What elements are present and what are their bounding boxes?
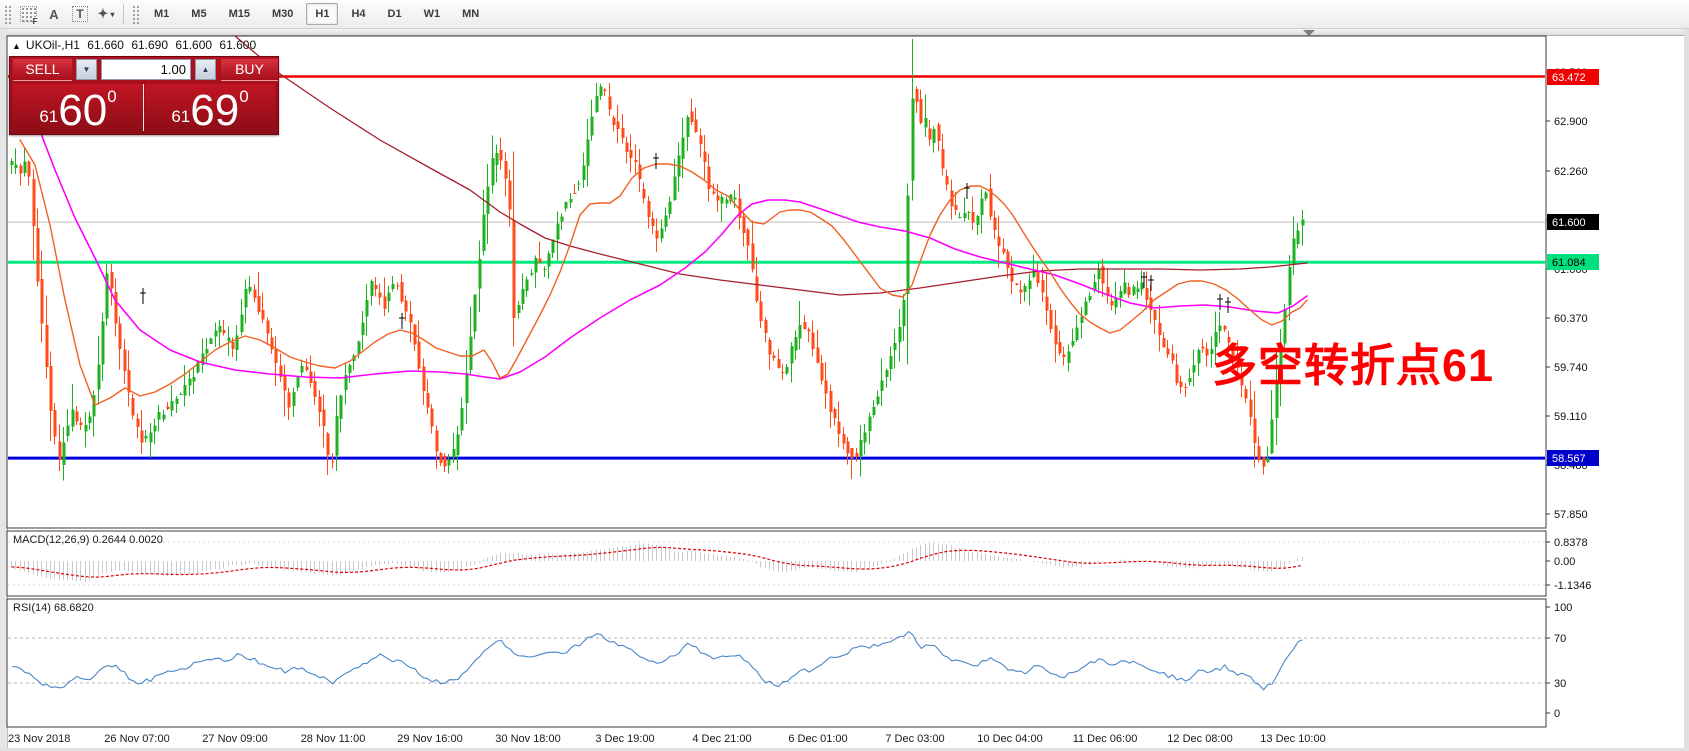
svg-text:61.084: 61.084	[1552, 257, 1586, 269]
svg-text:62.900: 62.900	[1554, 116, 1588, 128]
buy-price-pip: 0	[239, 87, 249, 106]
svg-text:60.370: 60.370	[1554, 313, 1588, 325]
ohlc-close: 61.600	[219, 38, 257, 52]
window-bottom-edge	[0, 748, 1689, 751]
chart-object-markers[interactable]	[140, 153, 1231, 329]
toolbar: F A T ✦ ▾ M1 M5 M15 M30 H1 H4 D1 W1 MN	[0, 0, 1689, 29]
svg-text:-1.1346: -1.1346	[1554, 580, 1591, 592]
toolbar-grip[interactable]	[3, 4, 12, 24]
svg-text:62.260: 62.260	[1554, 166, 1588, 178]
svg-text:3 Dec 19:00: 3 Dec 19:00	[595, 733, 654, 745]
ohlc-open: 61.660	[87, 38, 124, 52]
svg-text:23 Nov 2018: 23 Nov 2018	[8, 733, 70, 745]
ma-fast-line	[19, 139, 1308, 406]
timeframe-button-m1[interactable]: M1	[154, 8, 170, 20]
timeframe-button-mn[interactable]: MN	[462, 8, 480, 20]
toolbar-separator	[123, 4, 124, 24]
svg-text:4 Dec 21:00: 4 Dec 21:00	[692, 733, 751, 745]
sell-price-pip: 0	[107, 87, 117, 106]
svg-text:10 Dec 04:00: 10 Dec 04:00	[977, 733, 1042, 745]
rsi-plot-border	[6, 598, 1547, 728]
macd-signal-line	[11, 546, 1303, 578]
sell-button[interactable]: SELL	[13, 58, 72, 81]
ohlc-high: 61.690	[131, 38, 169, 52]
svg-text:58.567: 58.567	[1552, 453, 1586, 465]
macd-plot-border	[6, 530, 1547, 597]
svg-text:100: 100	[1554, 602, 1572, 614]
ma-slow-line	[234, 35, 1308, 296]
price-badge: 61.084	[1547, 254, 1599, 270]
macd-label: MACD(12,26,9) 0.2644 0.0020	[13, 534, 163, 546]
candlesticks	[10, 39, 1305, 481]
window-right-edge	[1684, 28, 1689, 751]
arrange-objects-icon[interactable]: ✦ ▾	[97, 6, 115, 21]
timeframe-buttons: M1 M5 M15 M30 H1 H4 D1 W1 MN	[143, 3, 490, 25]
svg-text:7 Dec 03:00: 7 Dec 03:00	[885, 733, 944, 745]
svg-text:0.00: 0.00	[1554, 556, 1575, 568]
svg-text:0: 0	[1554, 708, 1560, 720]
svg-text:63.472: 63.472	[1552, 72, 1586, 84]
svg-text:13 Dec 10:00: 13 Dec 10:00	[1260, 733, 1325, 745]
svg-text:59.110: 59.110	[1554, 411, 1587, 423]
crosshair-mode-icon[interactable]: F	[16, 3, 40, 26]
chart-shift-marker[interactable]	[1303, 30, 1315, 36]
price-axis[interactable]: 63.53062.90062.26061.63061.00060.37059.7…	[1546, 67, 1599, 720]
sell-price-big: 60	[58, 85, 108, 135]
volume-down-button[interactable]: ▼	[75, 59, 97, 80]
volume-input[interactable]	[100, 59, 191, 80]
svg-text:0.8378: 0.8378	[1554, 537, 1588, 549]
timeframe-button-m5[interactable]: M5	[191, 8, 207, 20]
svg-text:12 Dec 08:00: 12 Dec 08:00	[1167, 733, 1232, 745]
sell-price-prefix: 61	[39, 107, 59, 126]
chart-annotation-text: 多空转折点61	[1212, 340, 1495, 391]
dropdown-caret-icon: ▾	[110, 9, 115, 19]
svg-text:6 Dec 01:00: 6 Dec 01:00	[788, 733, 847, 745]
price-badge: 61.600	[1547, 214, 1599, 230]
rsi-line	[12, 631, 1303, 691]
chart-ohlc-header: ▲ UKOil-,H1 61.660 61.690 61.600 61.600	[12, 38, 260, 52]
svg-text:29 Nov 16:00: 29 Nov 16:00	[397, 733, 462, 745]
price-badge: 58.567	[1547, 450, 1599, 466]
symbol-label: UKOil-,H1	[25, 38, 80, 52]
timeframe-button-w1[interactable]: W1	[423, 8, 441, 20]
buy-price-display[interactable]: 61 69 0	[145, 84, 275, 135]
time-axis[interactable]: 23 Nov 2018 26 Nov 07:00 27 Nov 09:00 28 No…	[8, 733, 1326, 745]
price-badge: 63.472	[1547, 69, 1599, 85]
svg-text:59.740: 59.740	[1554, 362, 1588, 374]
svg-text:11 Dec 06:00: 11 Dec 06:00	[1073, 733, 1138, 745]
ma-mid-line	[34, 117, 1308, 380]
svg-text:70: 70	[1554, 633, 1566, 645]
buy-price-prefix: 61	[171, 107, 191, 126]
buy-button[interactable]: BUY	[220, 58, 278, 81]
rsi-label: RSI(14) 68.6820	[13, 602, 94, 614]
timeframe-button-m30[interactable]: M30	[271, 8, 294, 20]
timeframe-button-d1[interactable]: D1	[387, 8, 402, 20]
symbol-arrow-icon[interactable]: ▲	[12, 41, 21, 51]
timeframe-button-h4[interactable]: H4	[351, 8, 366, 20]
svg-text:61.600: 61.600	[1552, 217, 1586, 229]
ohlc-low: 61.600	[175, 38, 213, 52]
svg-text:27 Nov 09:00: 27 Nov 09:00	[202, 733, 267, 745]
svg-text:30: 30	[1554, 678, 1566, 690]
text-label-icon[interactable]: A	[49, 6, 59, 22]
sell-price-display[interactable]: 61 60 0	[13, 84, 144, 135]
volume-up-button[interactable]: ▲	[194, 59, 216, 80]
svg-text:26 Nov 07:00: 26 Nov 07:00	[104, 733, 169, 745]
svg-text:57.850: 57.850	[1554, 509, 1588, 521]
buy-price-big: 69	[190, 85, 240, 135]
svg-text:30 Nov 18:00: 30 Nov 18:00	[495, 733, 560, 745]
timeframe-button-m15[interactable]: M15	[228, 8, 250, 20]
timeframe-button-h1[interactable]: H1	[306, 3, 339, 25]
svg-text:28 Nov 11:00: 28 Nov 11:00	[301, 733, 366, 745]
text-box-icon[interactable]: T	[68, 3, 92, 25]
toolbar-grip-2[interactable]	[131, 4, 140, 24]
